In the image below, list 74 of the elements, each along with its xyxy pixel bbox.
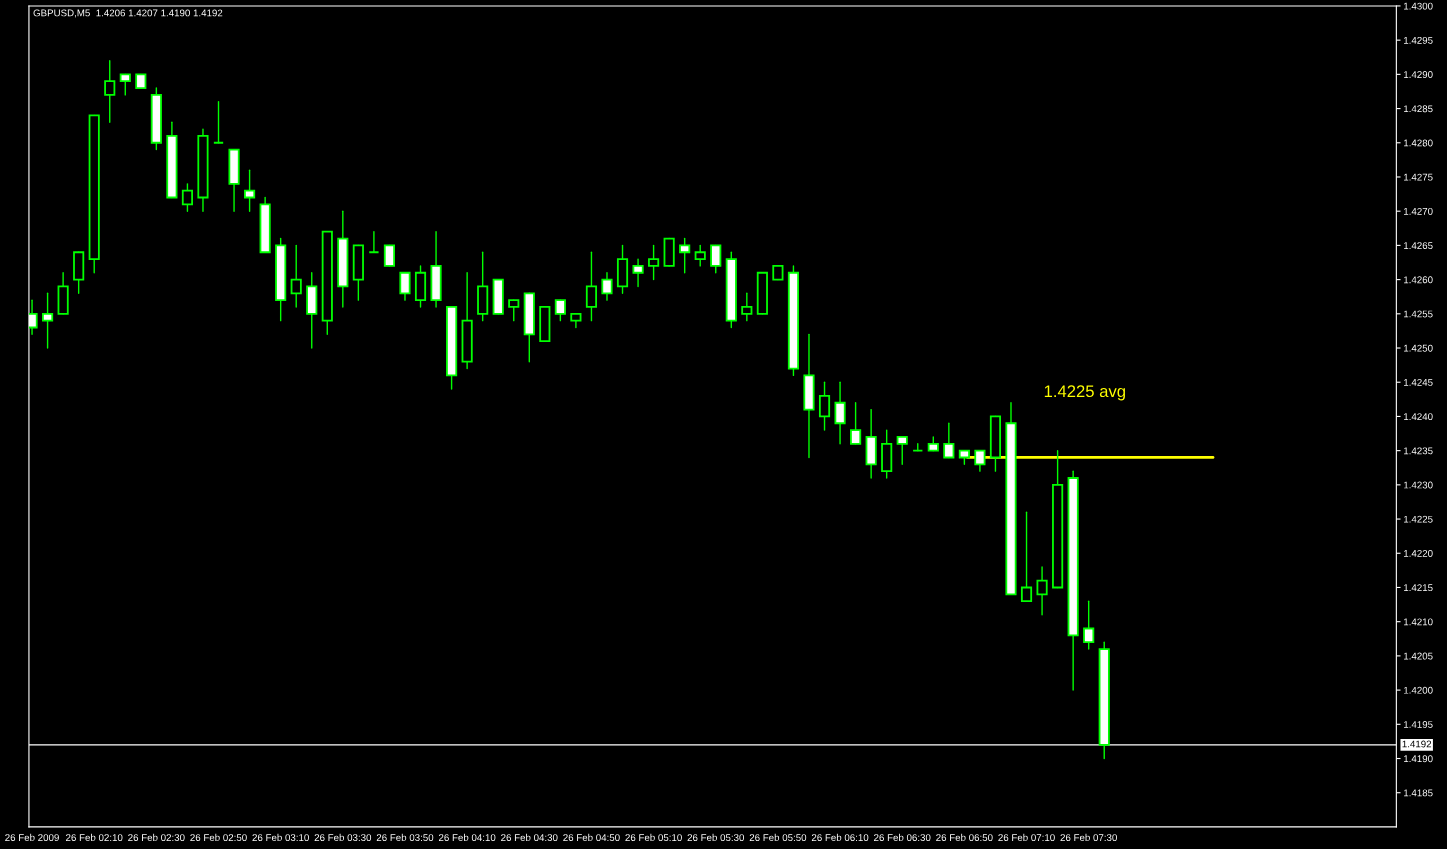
y-tick-label: 1.4190: [1404, 755, 1433, 763]
y-tick-label: 1.4285: [1404, 105, 1433, 113]
x-tick-label: 26 Feb 02:30: [128, 833, 185, 842]
candlestick: [104, 59, 116, 123]
y-tick-label: 1.4270: [1404, 207, 1433, 215]
y-tick-label: 1.4185: [1404, 789, 1433, 797]
x-tick-label: 26 Feb 06:50: [936, 833, 993, 842]
candlestick: [1036, 566, 1048, 616]
y-tick-label: 1.4235: [1404, 447, 1433, 455]
candlestick: [383, 244, 396, 267]
candlestick: [601, 272, 613, 301]
candlestick: [399, 271, 411, 301]
annotation: 1.4225 avg: [1044, 385, 1125, 401]
x-tick-label: 26 Feb 07:10: [998, 833, 1055, 842]
x-tick-label: 26 Feb 2009: [5, 833, 59, 842]
y-tick-label: 1.4230: [1404, 481, 1433, 489]
candlestick: [850, 402, 862, 445]
y-tick-label: 1.4255: [1404, 310, 1433, 318]
y-tick-label: 1.4295: [1404, 36, 1433, 44]
x-tick-label: 26 Feb 04:10: [438, 833, 496, 842]
candlestick: [679, 237, 691, 274]
y-tick-label: 1.4215: [1404, 584, 1433, 592]
ref-line-label: 1.4192: [1402, 740, 1432, 748]
chart-title: GBPUSD,M5 1.4206 1.4207 1.4190 1.4192: [33, 9, 223, 18]
x-tick-label: 26 Feb 03:50: [376, 833, 434, 842]
y-tick-label: 1.4300: [1404, 2, 1433, 10]
candlestick: [632, 258, 644, 288]
x-tick-label: 26 Feb 02:50: [190, 833, 247, 842]
x-tick-label: 26 Feb 06:10: [811, 833, 869, 842]
candlestick: [244, 169, 256, 212]
y-tick-label: 1.4240: [1404, 413, 1433, 421]
y-tick-label: 1.4260: [1404, 276, 1433, 284]
candlestick: [943, 422, 955, 459]
y-tick-label: 1.4275: [1404, 173, 1433, 181]
y-tick-label: 1.4245: [1404, 378, 1433, 386]
x-tick-label: 26 Feb 05:30: [687, 833, 745, 842]
candlestick: [834, 381, 846, 445]
candlestick: [1083, 600, 1095, 650]
candlestick: [554, 299, 566, 322]
x-tick-label: 26 Feb 07:30: [1060, 833, 1117, 842]
x-tick-label: 26 Feb 02:10: [66, 833, 123, 842]
candlestick: [694, 244, 706, 267]
candlestick: [648, 244, 660, 281]
candlestick: [741, 292, 753, 322]
y-tick-label: 1.4195: [1404, 721, 1433, 728]
x-tick-label: 26 Feb 04:30: [501, 833, 558, 842]
candlestick: [896, 436, 908, 466]
y-tick-label: 1.4210: [1404, 618, 1433, 626]
x-tick-label: 26 Feb 05:50: [749, 833, 807, 842]
x-tick-label: 26 Feb 05:10: [625, 833, 682, 842]
x-tick-label: 26 Feb 06:30: [874, 833, 931, 842]
y-tick-label: 1.4225: [1404, 515, 1433, 523]
candlestick: [181, 183, 194, 212]
y-tick-label: 1.4220: [1404, 550, 1433, 557]
y-tick-label: 1.4205: [1404, 652, 1433, 660]
x-tick-label: 26 Feb 03:30: [314, 833, 372, 842]
candlestick: [368, 231, 380, 254]
candlestick: [974, 449, 986, 472]
y-tick-label: 1.4200: [1404, 686, 1433, 694]
candlestick: [508, 299, 520, 322]
candlestick: [119, 73, 131, 96]
y-tick-label: 1.4265: [1404, 242, 1433, 250]
candlestick: [710, 244, 722, 274]
candlestick: [212, 101, 225, 144]
candlestick: [42, 292, 54, 349]
y-tick-label: 1.4290: [1404, 71, 1433, 78]
x-tick-label: 26 Feb 04:50: [563, 833, 620, 842]
candlestick: [585, 251, 598, 322]
candlestick: [290, 244, 302, 308]
y-tick-label: 1.4280: [1404, 139, 1433, 147]
y-tick-label: 1.4250: [1404, 344, 1433, 352]
candlestick: [1020, 511, 1033, 603]
x-tick-label: 26 Feb 03:10: [252, 833, 309, 842]
candlestick: [818, 381, 831, 431]
